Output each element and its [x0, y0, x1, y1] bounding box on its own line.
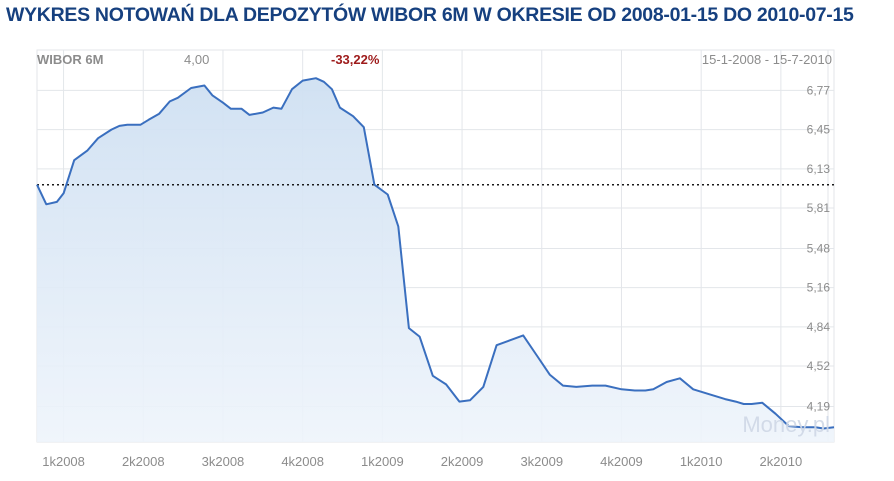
x-tick-label: 2k2008 — [122, 454, 165, 469]
page-title: WYKRES NOTOWAŃ DLA DEPOZYTÓW WIBOR 6M W … — [6, 4, 854, 26]
y-tick-label: 5,48 — [807, 241, 831, 255]
series-area — [37, 78, 834, 442]
y-tick-label: 6,13 — [807, 162, 831, 176]
x-tick-label: 2k2010 — [760, 454, 803, 469]
chart-svg: 1k2008 2k2008 3k2008 4k2008 1k2009 2k2009 3k20… — [36, 49, 835, 469]
date-range: 15-1-2008 - 15-7-2010 — [702, 52, 832, 67]
x-tick-label: 4k2009 — [600, 454, 643, 469]
y-tick-label: 6,77 — [807, 83, 831, 97]
x-tick-label: 2k2009 — [441, 454, 484, 469]
y-tick-label: 5,81 — [807, 201, 831, 215]
x-tick-label: 3k2009 — [520, 454, 563, 469]
chart-header: WIBOR 6M 4,00 -33,22% 15-1-2008 - 15-7-2… — [37, 52, 832, 67]
x-tick-label: 4k2008 — [281, 454, 324, 469]
y-tick-label: 4,52 — [807, 359, 831, 373]
y-tick-label: 5,16 — [807, 281, 831, 295]
last-value: 4,00 — [184, 52, 209, 67]
change-value: -33,22% — [331, 52, 380, 67]
y-tick-label: 4,19 — [807, 399, 831, 413]
axes: 1k2008 2k2008 3k2008 4k2008 1k2009 2k2009 3k20… — [42, 83, 830, 469]
watermark: Money.pl — [742, 412, 830, 437]
x-tick-label: 3k2008 — [202, 454, 245, 469]
x-tick-label: 1k2008 — [42, 454, 85, 469]
chart: 1k2008 2k2008 3k2008 4k2008 1k2009 2k2009 3k20… — [0, 40, 894, 476]
series-line — [36, 77, 835, 430]
instrument-label: WIBOR 6M — [37, 52, 103, 67]
y-tick-label: 4,84 — [807, 320, 831, 334]
y-tick-label: 6,45 — [807, 123, 831, 137]
x-tick-label: 1k2010 — [680, 454, 723, 469]
plot-area — [36, 77, 835, 442]
x-tick-label: 1k2009 — [361, 454, 404, 469]
